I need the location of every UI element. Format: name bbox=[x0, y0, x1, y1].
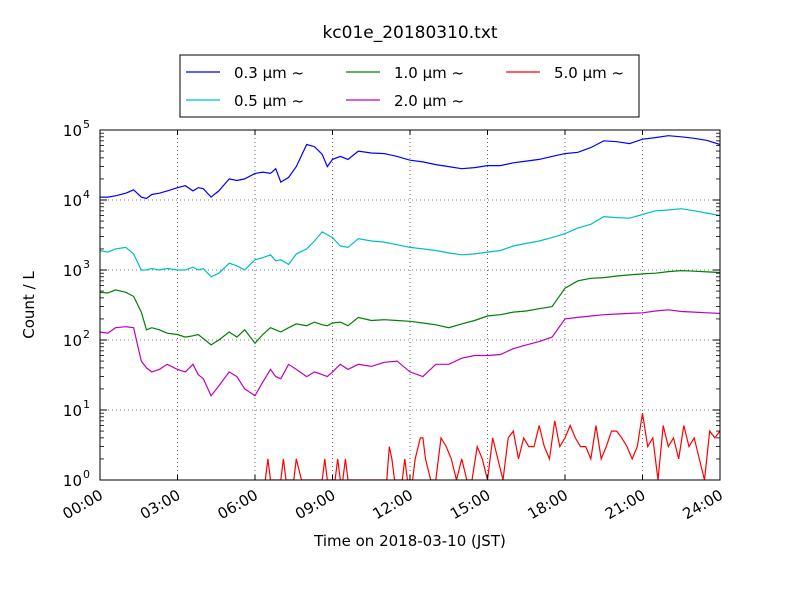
series-line-1 bbox=[100, 135, 720, 200]
series-line-3 bbox=[100, 269, 720, 346]
y-tick-exponent: 4 bbox=[83, 188, 90, 201]
y-tick-label: 10 bbox=[63, 122, 82, 140]
y-tick-label: 10 bbox=[63, 472, 82, 490]
legend-label: 5.0 μm ~ bbox=[554, 64, 624, 82]
series-line-4 bbox=[100, 309, 720, 397]
y-tick-exponent: 1 bbox=[83, 398, 90, 411]
legend-label: 1.0 μm ~ bbox=[394, 64, 464, 82]
y-tick-exponent: 2 bbox=[83, 328, 90, 341]
x-axis-label: Time on 2018-03-10 (JST) bbox=[313, 532, 506, 550]
series-line-5 bbox=[264, 413, 720, 480]
legend: 0.3 μm ~ 0.5 μm ~ 1.0 μm ~ 2.0 μm ~ 5.0 μm ~ bbox=[179, 54, 640, 118]
legend-label: 0.3 μm ~ bbox=[234, 64, 304, 82]
chart-title: kc01e_20180310.txt bbox=[322, 23, 497, 43]
grid bbox=[100, 130, 720, 480]
y-tick-label: 10 bbox=[63, 192, 82, 210]
series-line-2 bbox=[100, 208, 720, 278]
legend-box bbox=[179, 54, 640, 118]
y-tick-exponent: 0 bbox=[83, 468, 90, 481]
y-tick-label: 10 bbox=[63, 262, 82, 280]
y-tick-label: 10 bbox=[63, 402, 82, 420]
y-axis-label: Count / L bbox=[20, 271, 38, 339]
legend-label: 0.5 μm ~ bbox=[234, 92, 304, 110]
series-layer bbox=[100, 135, 720, 480]
legend-label: 2.0 μm ~ bbox=[394, 92, 464, 110]
y-tick-label: 10 bbox=[63, 332, 82, 350]
y-tick-exponent: 5 bbox=[83, 118, 90, 131]
y-tick-exponent: 3 bbox=[83, 258, 90, 271]
